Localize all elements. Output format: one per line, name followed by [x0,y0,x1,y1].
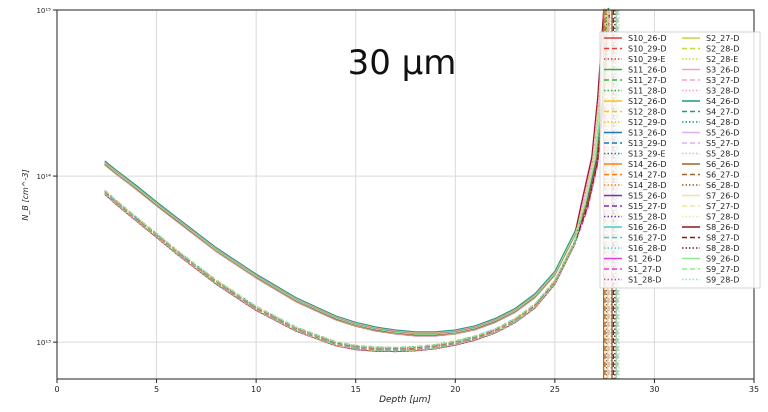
legend-label: S7_28-D [706,213,739,222]
legend-label: S8_26-D [706,223,739,232]
legend-label: S13_29-E [628,150,665,159]
legend-label: S3_28-D [706,87,739,96]
legend-label: S14_26-D [628,160,666,169]
legend-label: S7_27-D [706,202,739,211]
legend-label: S10_29-E [628,55,665,64]
legend-label: S5_26-D [706,129,739,138]
legend-label: S2_28-E [706,55,738,64]
legend-label: S8_27-D [706,234,739,243]
legend-label: S14_27-D [628,171,666,180]
x-tick-label: 5 [154,385,159,394]
legend-label: S5_28-D [706,150,739,159]
legend-label: S15_28-D [628,213,666,222]
legend-label: S9_27-D [706,265,739,274]
legend-label: S10_26-D [628,34,666,43]
legend-label: S16_28-D [628,244,666,253]
legend-label: S2_28-D [706,45,739,54]
series-line [104,11,607,352]
legend-label: S16_27-D [628,234,666,243]
legend-label: S4_26-D [706,97,739,106]
legend-label: S1_28-D [628,276,661,285]
x-tick-label: 20 [450,385,460,394]
annotation-thickness: 30 µm [348,43,457,83]
legend-label: S11_27-D [628,76,666,85]
legend-label: S12_26-D [628,97,666,106]
legend-label: S4_27-D [706,108,739,117]
legend-label: S11_28-D [628,87,666,96]
legend-label: S8_28-D [706,244,739,253]
legend-label: S5_27-D [706,139,739,148]
x-axis-ticks: 0 5 10 15 20 25 30 35 [54,379,759,394]
x-tick-label: 30 [649,385,659,394]
legend-label: S3_26-D [706,66,739,75]
legend-label: S6_28-D [706,181,739,190]
x-tick-label: 25 [550,385,560,394]
legend-label: S3_27-D [706,76,739,85]
legend-label: S15_26-D [628,192,666,201]
series-line [104,7,606,348]
y-tick-label: 10¹⁵ [36,7,51,15]
legend-label: S1_26-D [628,255,661,264]
legend-label: S13_26-D [628,129,666,138]
legend-label: S12_28-D [628,108,666,117]
y-tick-label: 10¹³ [36,339,51,347]
legend-label: S4_28-D [706,118,739,127]
legend-label: S6_26-D [706,160,739,169]
legend-label: S9_28-D [706,276,739,285]
series-line [104,7,610,333]
x-tick-label: 35 [749,385,759,394]
x-axis-label: Depth [µm] [379,395,431,405]
legend-label: S13_29-D [628,139,666,148]
legend-label: S2_27-D [706,34,739,43]
legend-box [599,31,761,289]
legend-label: S6_27-D [706,171,739,180]
legend-label: S9_26-D [706,255,739,264]
legend-label: S1_27-D [628,265,661,274]
legend-label: S10_29-D [628,45,666,54]
y-axis-ticks: 10¹³ 10¹⁴ 10¹⁵ [36,7,57,347]
legend-label: S16_26-D [628,223,666,232]
legend-label: S12_29-D [628,118,666,127]
legend-label: S11_26-D [628,66,666,75]
x-tick-label: 0 [54,385,59,394]
series-line [104,8,608,349]
y-axis-label: N_B [cm^-3] [21,169,30,220]
x-tick-label: 10 [251,385,261,394]
y-tick-label: 10¹⁴ [36,173,51,181]
x-tick-label: 15 [351,385,361,394]
legend-label: S15_27-D [628,202,666,211]
legend-label: S7_26-D [706,192,739,201]
series-line [104,10,609,335]
legend-label: S14_28-D [628,181,666,190]
